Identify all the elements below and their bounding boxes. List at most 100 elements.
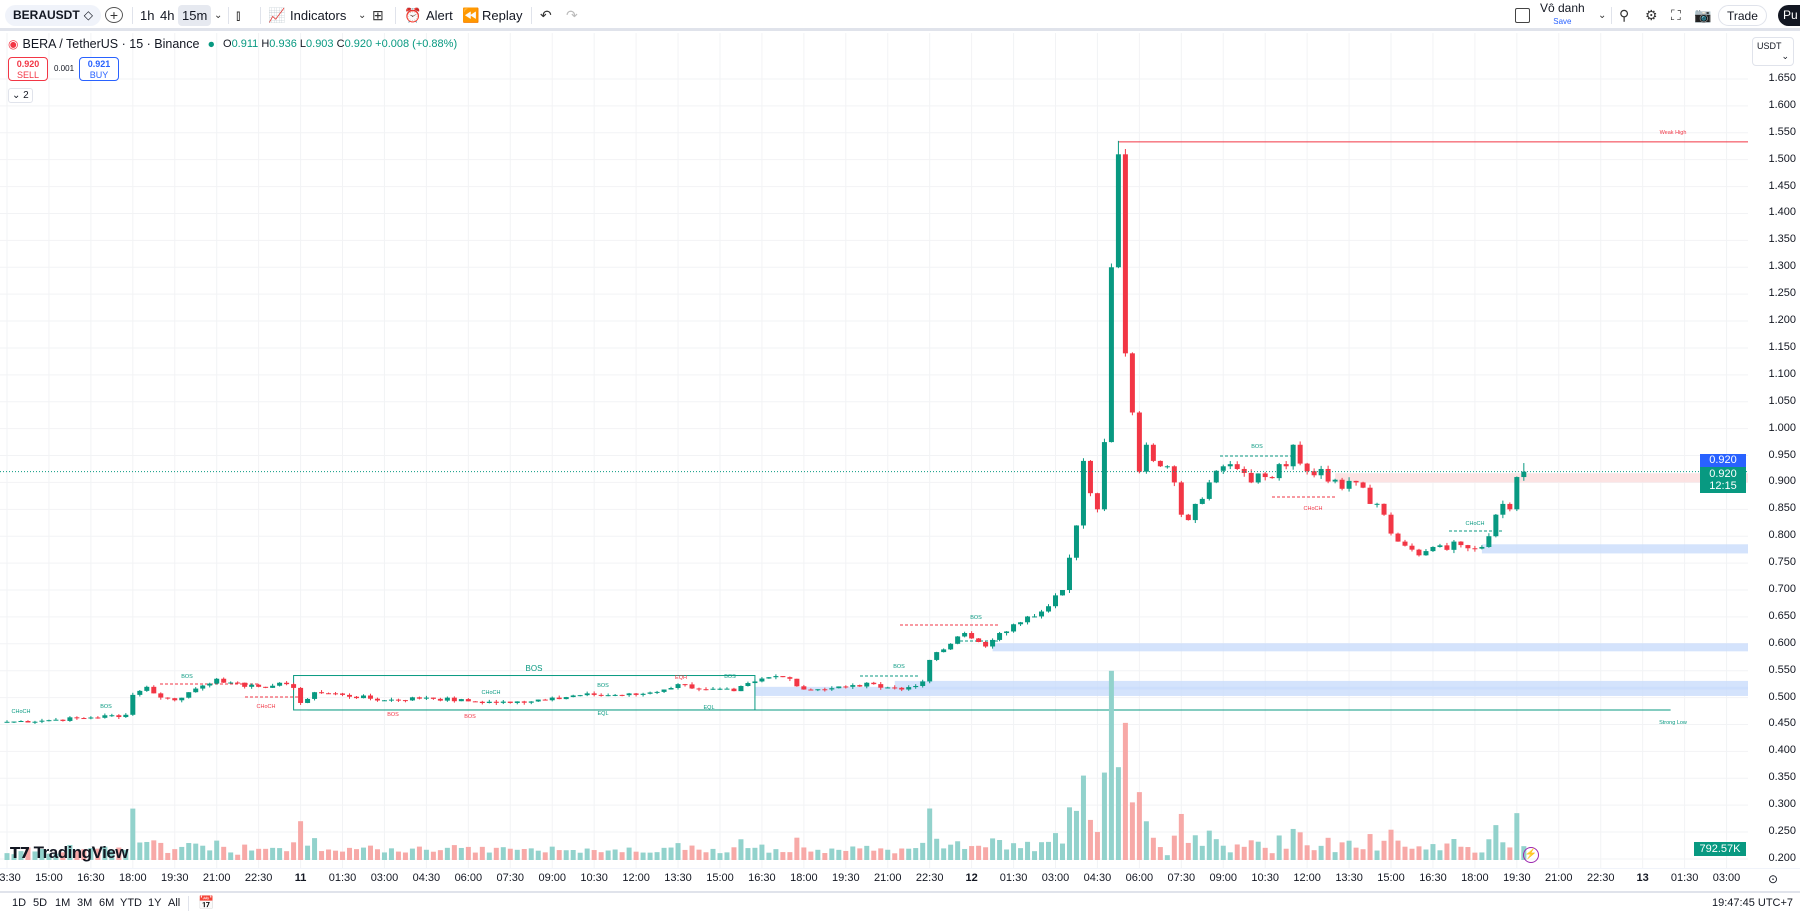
trade-button[interactable]: Trade: [1718, 5, 1767, 26]
chevron-down-icon[interactable]: ⌄: [1598, 10, 1607, 21]
candle-body: [528, 701, 534, 703]
candle-body: [39, 720, 45, 722]
time-tick: 21:00: [202, 872, 231, 884]
collapse-indicators-button[interactable]: ⌄ 2: [8, 88, 33, 103]
candle-body: [941, 649, 947, 653]
redo-icon[interactable]: ↷: [566, 7, 578, 23]
sell-button[interactable]: 0.920 SELL: [8, 57, 48, 81]
interval-4h[interactable]: 4h: [160, 8, 175, 23]
range-1m[interactable]: 1M: [55, 897, 71, 909]
candle-body: [976, 638, 982, 642]
zone-box: [1481, 544, 1748, 554]
volume-bar: [1248, 840, 1254, 860]
candle-body: [367, 695, 373, 699]
volume-bar: [18, 851, 24, 860]
volume-bar: [291, 842, 297, 860]
volume-bar: [1227, 852, 1233, 860]
layout-name-button[interactable]: Vô danh Save: [1540, 2, 1585, 27]
candle-body: [1381, 503, 1387, 515]
settings-gear-icon[interactable]: ⚙: [1645, 7, 1658, 23]
range-1y[interactable]: 1Y: [148, 897, 162, 909]
chevron-down-icon[interactable]: ⌄: [358, 10, 367, 21]
volume-bar: [235, 854, 241, 860]
fullscreen-icon[interactable]: ⛶: [1671, 7, 1681, 23]
alert-clock-icon[interactable]: ⏰: [404, 7, 422, 23]
time-tick: 01:30: [328, 872, 357, 884]
volume-bar: [374, 849, 380, 860]
range-3m[interactable]: 3M: [77, 897, 93, 909]
range-ytd[interactable]: YTD: [120, 897, 142, 909]
candle-body: [319, 692, 325, 694]
symbol-title[interactable]: BERA / TetherUS · 15 · Binance: [22, 37, 200, 51]
compare-plus-icon[interactable]: +: [105, 7, 123, 23]
structure-label: BOS: [100, 704, 112, 710]
volume-bar: [395, 851, 401, 860]
range-6m[interactable]: 6M: [99, 897, 115, 909]
volume-bar: [1053, 833, 1058, 860]
volume-bar: [535, 850, 541, 860]
volume-bar: [1039, 842, 1045, 860]
candle-body: [67, 717, 73, 721]
go-to-date-calendar-icon[interactable]: 📅: [198, 895, 215, 910]
candle-body: [584, 693, 590, 696]
volume-bar: [1402, 846, 1408, 860]
volume-bar: [941, 848, 947, 860]
candle-body: [430, 697, 436, 699]
price-tick: 1.600: [1768, 98, 1796, 111]
currency-select[interactable]: USDT ⌄: [1752, 37, 1794, 66]
candle-body: [409, 697, 415, 701]
quick-search-icon[interactable]: ⚲: [1619, 7, 1630, 23]
camera-icon[interactable]: 📷: [1694, 7, 1712, 23]
candle-body: [1025, 616, 1031, 623]
interval-1h[interactable]: 1h: [140, 8, 155, 23]
volume-bar: [458, 847, 464, 860]
range-1d[interactable]: 1D: [12, 897, 27, 909]
replay-button[interactable]: Replay: [482, 8, 523, 23]
templates-grid-icon[interactable]: ⊞: [372, 7, 384, 23]
chevron-down-icon[interactable]: ⌄: [214, 10, 223, 21]
candle-body: [1465, 545, 1471, 549]
volume-bar: [1388, 829, 1394, 860]
structure-label: EQL: [703, 705, 715, 711]
indicators-icon[interactable]: 📈: [268, 7, 286, 23]
time-axis[interactable]: 13:30 15:00 16:30 18:00 19:30 21:00 22:30 11 01:…: [0, 868, 1800, 890]
buy-button[interactable]: 0.921 BUY: [79, 57, 119, 81]
publish-button[interactable]: Pu: [1778, 5, 1800, 26]
tradingview-logo[interactable]: 𝗧𝟳 TradingView: [10, 843, 129, 862]
volume-bar: [668, 847, 674, 860]
layout-square-icon[interactable]: [1515, 8, 1530, 23]
candle-body: [1437, 545, 1443, 547]
price-tick: 1.250: [1768, 287, 1796, 300]
volume-bar: [654, 852, 660, 860]
undo-icon[interactable]: ↶: [540, 7, 552, 23]
volume-bar: [123, 849, 129, 860]
candles-icon[interactable]: ⫾: [236, 7, 241, 23]
volume-bar: [228, 852, 234, 860]
candle-body: [221, 678, 227, 683]
candle-body: [1150, 444, 1156, 461]
range-all[interactable]: All: [168, 897, 181, 909]
range-5d[interactable]: 5D: [33, 897, 48, 909]
candle-body: [46, 720, 52, 722]
symbol-search[interactable]: BERAUSDT ◇: [5, 5, 101, 26]
price-tick: 0.900: [1768, 475, 1796, 488]
alert-button[interactable]: Alert: [426, 8, 453, 23]
replay-icon[interactable]: ⏪: [462, 7, 480, 23]
diamond-icon[interactable]: ◇: [83, 8, 93, 22]
clock-timezone[interactable]: 19:47:45 UTC+7: [1712, 897, 1794, 909]
candle-body: [570, 695, 576, 698]
volume-bar: [200, 845, 206, 860]
candle-body: [1192, 503, 1198, 521]
interval-15m[interactable]: 15m: [178, 5, 212, 26]
volume-bar: [1143, 821, 1149, 860]
candle-body: [647, 692, 653, 694]
candle-body: [1521, 471, 1527, 478]
lightning-icon[interactable]: ⚡: [1523, 847, 1539, 863]
candle-body: [500, 701, 506, 703]
candle-body: [486, 701, 492, 704]
save-link[interactable]: Save: [1553, 17, 1572, 26]
volume-bar: [1332, 852, 1338, 860]
indicators-button[interactable]: Indicators: [290, 8, 347, 23]
axis-settings-icon[interactable]: ⊙: [1768, 872, 1779, 886]
